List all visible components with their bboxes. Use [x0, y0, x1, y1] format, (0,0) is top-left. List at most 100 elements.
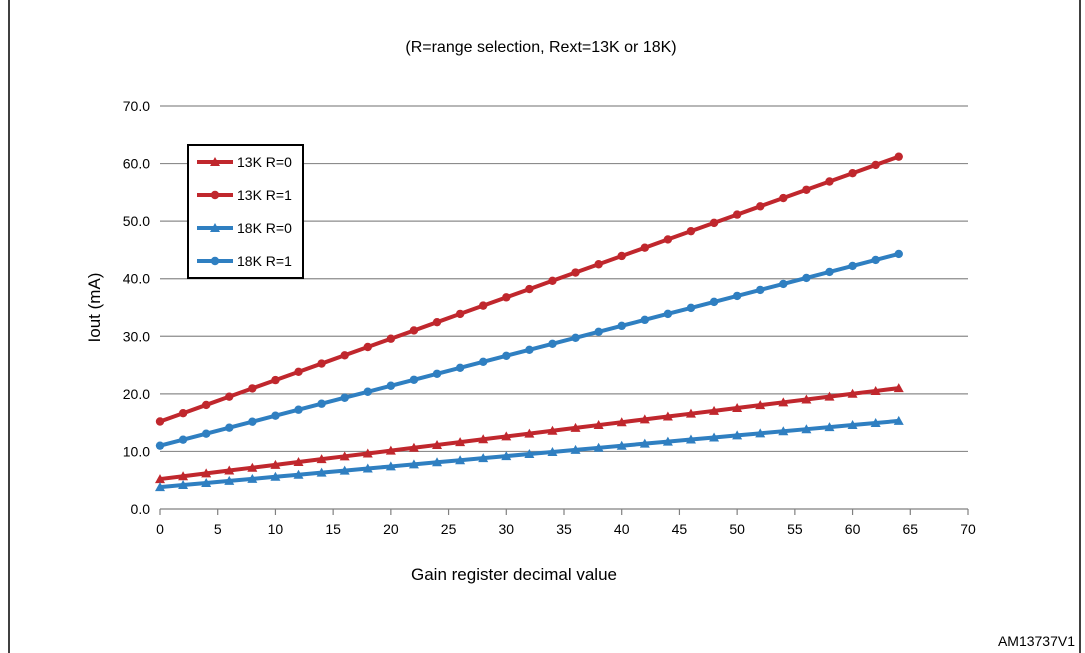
data-point [801, 394, 812, 404]
y-tick-label: 70.0 [123, 98, 150, 114]
data-point [316, 467, 327, 477]
data-point [663, 309, 673, 319]
data-point [732, 210, 742, 219]
data-point [408, 442, 419, 452]
data-point [479, 301, 488, 310]
data-point [247, 462, 258, 472]
data-point [248, 417, 257, 426]
data-point [870, 385, 881, 395]
data-point [432, 369, 442, 378]
data-point [593, 420, 604, 430]
data-point [893, 415, 904, 425]
data-point [455, 309, 465, 319]
legend-entry: 13K R=0 [197, 154, 292, 170]
figure-id: AM13737V1 [998, 633, 1075, 649]
data-point [339, 465, 350, 475]
data-point [201, 429, 211, 438]
data-point [409, 375, 419, 384]
x-tick-label: 45 [672, 521, 688, 537]
x-tick-label: 50 [729, 521, 745, 537]
data-point [571, 268, 580, 277]
data-point [271, 375, 280, 385]
data-point [501, 451, 512, 461]
data-point [548, 339, 557, 349]
data-point [894, 152, 903, 161]
data-point [525, 345, 534, 355]
data-point [155, 417, 165, 426]
data-point [755, 428, 766, 438]
data-point [824, 391, 835, 401]
data-point [225, 392, 234, 401]
data-point [293, 469, 304, 479]
data-point [685, 434, 696, 444]
data-point [201, 468, 212, 478]
legend-marker [210, 190, 220, 200]
data-point [455, 437, 466, 447]
data-point [408, 459, 419, 469]
data-point [848, 169, 857, 178]
data-point [640, 315, 649, 325]
x-tick-label: 70 [960, 521, 976, 537]
x-tick-label: 5 [214, 521, 222, 537]
data-point [432, 439, 443, 449]
legend-marker [210, 256, 220, 266]
data-point [779, 193, 788, 203]
data-point [524, 449, 535, 459]
data-point [363, 342, 372, 352]
data-point [778, 426, 789, 436]
series-13k-r-1 [155, 152, 903, 426]
data-point [362, 463, 373, 473]
data-point [340, 351, 349, 360]
data-point [178, 480, 189, 490]
x-tick-label: 55 [787, 521, 803, 537]
data-point [756, 285, 765, 295]
figure-border [8, 0, 1081, 653]
data-point [293, 457, 304, 467]
y-tick-label: 30.0 [123, 328, 150, 344]
data-point [616, 440, 627, 450]
x-tick-label: 35 [556, 521, 572, 537]
data-point [847, 388, 858, 398]
data-point [502, 293, 511, 302]
data-point [316, 454, 327, 464]
y-tick-label: 50.0 [123, 213, 150, 229]
data-point [479, 357, 488, 366]
data-point [247, 473, 258, 483]
data-point [571, 333, 580, 343]
data-point [594, 260, 603, 269]
data-point [455, 455, 466, 465]
y-tick-label: 60.0 [123, 156, 150, 172]
data-point [385, 461, 396, 471]
data-point [709, 297, 719, 307]
data-point [294, 367, 303, 377]
data-point [201, 400, 211, 410]
y-tick-labels: 0.0 10.0 20.0 30.0 40.0 50.0 60.0 70.0 [123, 98, 150, 517]
data-point [155, 474, 165, 484]
data-point [178, 409, 188, 418]
data-point [801, 424, 812, 434]
legend-box [187, 144, 304, 279]
data-point [478, 453, 489, 463]
data-point [248, 384, 257, 393]
data-point [386, 334, 396, 343]
data-point [732, 430, 743, 440]
data-point [409, 326, 419, 335]
chart-subtitle: (R=range selection, Rext=13K or 18K) [405, 39, 676, 56]
data-point [709, 218, 719, 228]
data-point [824, 422, 835, 432]
data-point [662, 436, 673, 446]
x-tick-label: 10 [268, 521, 284, 537]
data-point [386, 381, 396, 390]
data-point [501, 431, 512, 441]
x-axis-title: Gain register decimal value [411, 565, 617, 584]
data-point [340, 393, 349, 402]
legend-marker [210, 157, 220, 166]
data-point [639, 438, 650, 448]
data-series [155, 152, 904, 492]
data-point [663, 235, 673, 244]
data-point [640, 243, 649, 252]
data-point [525, 284, 534, 294]
y-tick-label: 0.0 [131, 501, 151, 517]
series-18k-r-1 [155, 249, 903, 450]
